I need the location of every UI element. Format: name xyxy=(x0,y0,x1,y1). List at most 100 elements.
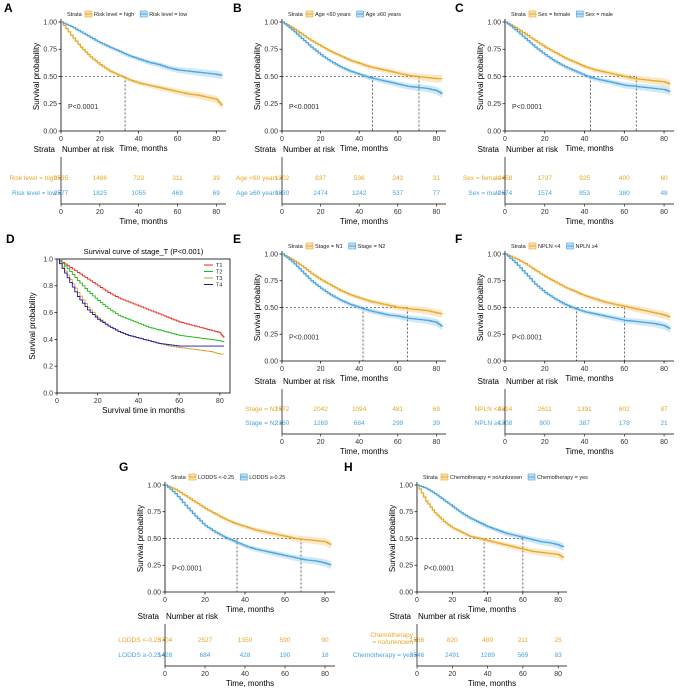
risk-x-tick-label: 40 xyxy=(135,209,143,216)
survival-curve-2 xyxy=(165,484,332,566)
risk-x-tick-label: 40 xyxy=(581,209,589,216)
legend: Strata Sex = female Sex = male xyxy=(511,10,613,18)
x-tick-label: 80 xyxy=(432,366,440,373)
legend-label: Age ≥60 years xyxy=(366,12,402,18)
risk-x-axis-label: Time, months xyxy=(226,679,274,688)
risk-value: 25 xyxy=(555,637,563,644)
risk-x-tick-label: 80 xyxy=(212,209,220,216)
risk-row-label: Chemotherapy = yes xyxy=(353,652,414,659)
y-tick-label: 0.50 xyxy=(43,74,57,81)
risk-value: 1574 xyxy=(538,190,553,197)
risk-value: 481 xyxy=(392,406,403,413)
risk-value: 3830 xyxy=(275,190,290,197)
y-tick-label: 0.50 xyxy=(399,536,413,543)
risk-value: 400 xyxy=(619,175,630,182)
y-axis-label: Survival probability xyxy=(476,274,485,341)
y-tick-label: 1.00 xyxy=(487,19,501,26)
risk-value: 2474 xyxy=(313,190,328,197)
y-tick-label: 0.00 xyxy=(487,128,501,135)
y-tick-label: 0.25 xyxy=(399,563,413,570)
y-tick-label: 0.25 xyxy=(264,101,278,108)
legend-label: Chemotherapy = no/unknown xyxy=(450,475,522,481)
risk-value: 1308 xyxy=(498,420,513,427)
risk-value: 1242 xyxy=(352,190,367,197)
risk-value: 87 xyxy=(660,406,668,413)
risk-x-tick-label: 40 xyxy=(355,209,363,216)
x-axis-label: Survival time in months xyxy=(102,406,185,415)
risk-value: 2160 xyxy=(275,420,290,427)
risk-row-label: Age <60 years xyxy=(236,175,279,182)
x-tick-label: 60 xyxy=(394,136,402,143)
confidence-band-2 xyxy=(417,485,564,551)
risk-value: 1302 xyxy=(275,175,290,182)
legend-label: Sex = male xyxy=(585,12,613,18)
y-axis-label: Survival probability xyxy=(476,43,485,110)
x-tick-label: 40 xyxy=(355,366,363,373)
x-tick-label: 60 xyxy=(519,597,527,604)
risk-table-title: Number at risk xyxy=(283,377,336,386)
risk-value: 684 xyxy=(354,420,365,427)
x-tick-label: 0 xyxy=(503,136,507,143)
risk-x-tick-label: 40 xyxy=(355,439,363,446)
legend-label: T2 xyxy=(216,270,222,276)
legend-label: T4 xyxy=(216,283,222,289)
y-axis-label: Survival probability xyxy=(388,505,397,572)
panel-label: D xyxy=(6,232,15,246)
y-tick-label: 1.00 xyxy=(399,482,413,489)
y-tick-label: 0.00 xyxy=(264,358,278,365)
risk-value: 1391 xyxy=(577,406,592,413)
y-tick-label: 1.00 xyxy=(264,251,278,258)
x-tick-label: 0 xyxy=(280,136,284,143)
legend-label: Sex = female xyxy=(538,12,570,18)
risk-x-tick-label: 60 xyxy=(174,209,182,216)
survival-curve-3 xyxy=(57,258,224,355)
legend-title: Strata xyxy=(511,244,527,250)
survival-curve-1 xyxy=(417,484,565,558)
p-value: P<0.0001 xyxy=(289,104,319,111)
survival-curve-2 xyxy=(505,253,671,329)
y-tick-label: 1.00 xyxy=(147,482,161,489)
x-tick-label: 0 xyxy=(59,136,63,143)
legend-label: Chemotherapy = yes xyxy=(537,475,588,481)
risk-row-label: Sex = female xyxy=(463,175,502,182)
survival-curve-2 xyxy=(282,253,443,327)
legend-title: Strata xyxy=(288,12,304,18)
y-tick-label: 0.00 xyxy=(43,128,57,135)
survival-curve-2 xyxy=(57,258,225,343)
x-tick-label: 80 xyxy=(321,597,329,604)
y-tick-label: 0.75 xyxy=(43,47,57,54)
survival-curve-2 xyxy=(282,21,443,94)
risk-x-tick-label: 80 xyxy=(321,671,329,678)
risk-value: 2042 xyxy=(313,406,328,413)
risk-value: 2577 xyxy=(54,190,69,197)
risk-value: 1486 xyxy=(93,175,108,182)
confidence-band-2 xyxy=(282,254,443,331)
risk-value: 3704 xyxy=(158,637,173,644)
x-tick-label: 60 xyxy=(281,597,289,604)
y-tick-label: 0.50 xyxy=(487,74,501,81)
risk-value: 1825 xyxy=(93,190,108,197)
risk-row-label: Stage = N2 xyxy=(245,420,278,427)
risk-row-label: = no/unknown xyxy=(372,639,413,646)
x-tick-label: 60 xyxy=(394,366,402,373)
x-tick-label: 40 xyxy=(241,597,249,604)
risk-value: 1094 xyxy=(352,406,367,413)
risk-value: 2491 xyxy=(445,652,460,659)
x-tick-label: 20 xyxy=(317,136,325,143)
y-tick-label: 0.2 xyxy=(43,364,53,371)
risk-row-label: Age ≥60 years xyxy=(236,190,279,197)
y-tick-label: 0.00 xyxy=(147,589,161,596)
legend-label: Stage = N2 xyxy=(358,244,386,250)
risk-x-tick-label: 60 xyxy=(519,671,527,678)
x-tick-label: 40 xyxy=(581,366,589,373)
survival-curve-2 xyxy=(417,484,565,548)
x-tick-label: 40 xyxy=(135,136,143,143)
y-tick-label: 0.25 xyxy=(487,101,501,108)
panel-f: F 0.00 0.25 0.50 0.75 1.00 0 20 40 60 80 Survival p… xyxy=(455,232,674,456)
risk-x-axis-label: Time, months xyxy=(119,217,167,226)
